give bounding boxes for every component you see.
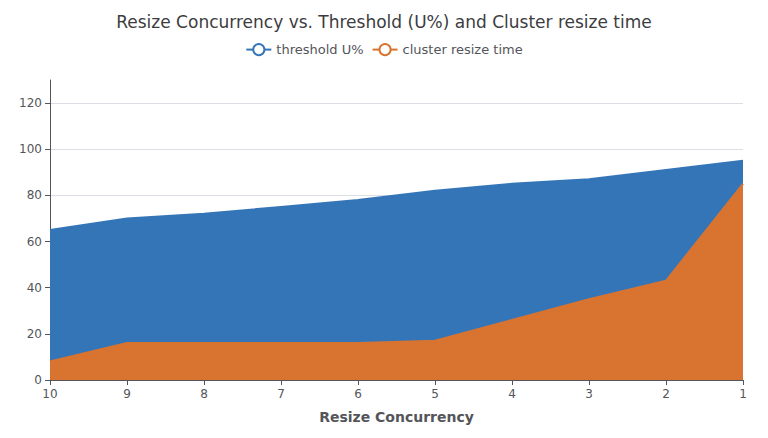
svg-text:120: 120 [19,96,42,110]
svg-text:40: 40 [27,281,42,295]
svg-text:8: 8 [200,387,208,401]
svg-text:80: 80 [27,188,42,202]
svg-text:5: 5 [431,387,439,401]
svg-text:threshold U%: threshold U% [276,42,363,57]
svg-text:3: 3 [585,387,593,401]
svg-text:60: 60 [27,235,42,249]
svg-text:0: 0 [34,373,42,387]
svg-text:Resize Concurrency vs. Thresho: Resize Concurrency vs. Threshold (U%) an… [116,12,652,32]
svg-text:7: 7 [277,387,285,401]
svg-text:9: 9 [123,387,131,401]
svg-text:4: 4 [508,387,516,401]
svg-text:cluster resize time: cluster resize time [403,42,523,57]
svg-text:10: 10 [42,387,57,401]
svg-text:Resize Concurrency: Resize Concurrency [319,409,474,425]
svg-text:2: 2 [662,387,670,401]
svg-text:6: 6 [354,387,362,401]
svg-text:100: 100 [19,142,42,156]
svg-text:1: 1 [739,387,747,401]
svg-text:20: 20 [27,327,42,341]
